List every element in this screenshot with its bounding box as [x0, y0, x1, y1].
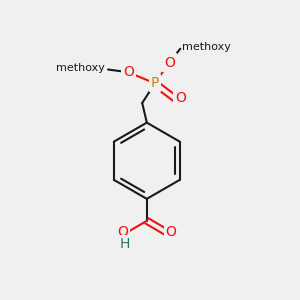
Text: methoxy: methoxy — [56, 63, 105, 73]
Text: O: O — [164, 56, 175, 70]
Text: H: H — [120, 237, 130, 251]
Text: O: O — [166, 225, 176, 239]
Text: O: O — [123, 65, 134, 79]
Text: P: P — [151, 76, 159, 90]
Text: O: O — [117, 225, 128, 239]
Text: methoxy: methoxy — [182, 42, 231, 52]
Text: O: O — [175, 92, 186, 105]
